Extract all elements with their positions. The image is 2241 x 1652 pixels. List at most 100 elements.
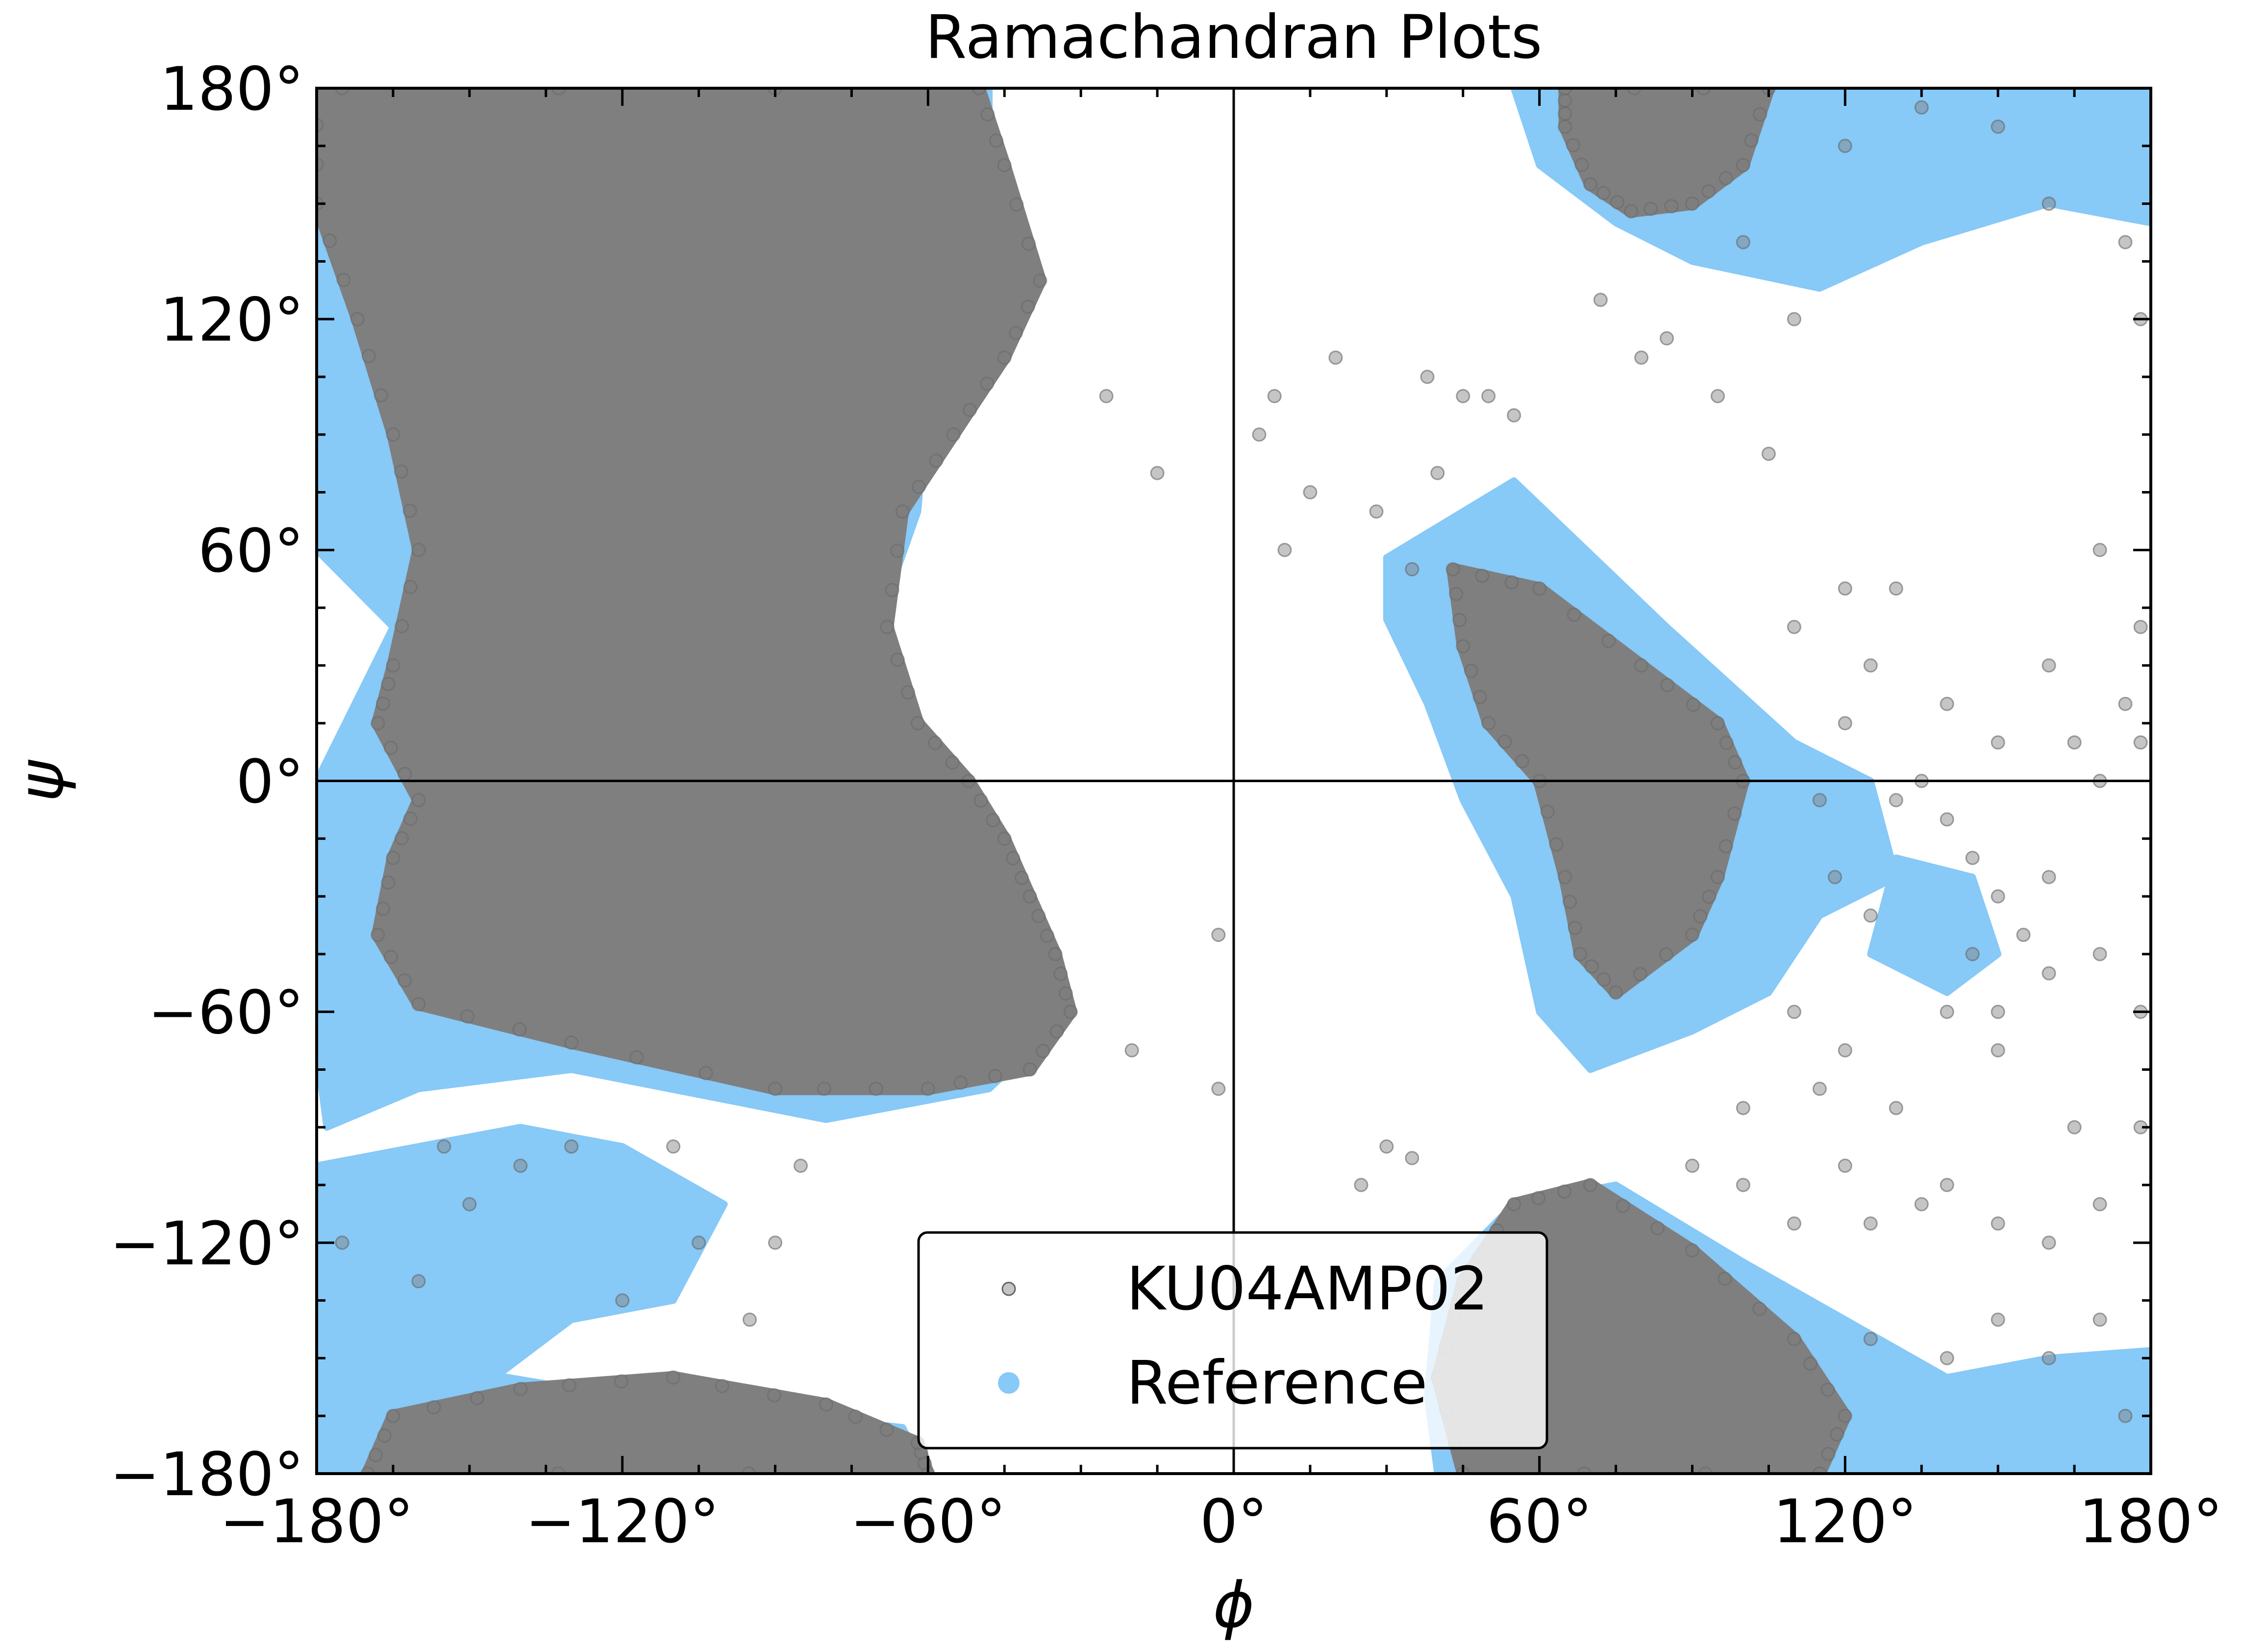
x-tick-label: −60°	[850, 1487, 1006, 1556]
ku04amp02-point	[1211, 928, 1226, 942]
ku04amp02-point	[2042, 197, 2056, 211]
ku04amp02-edge-point	[767, 1388, 781, 1403]
ku04amp02-point	[1812, 1082, 1827, 1096]
ku04amp02-edge-point	[1563, 894, 1577, 909]
ku04amp02-edge-point	[1634, 658, 1649, 673]
ku04amp02-point	[1761, 446, 1776, 461]
ku04amp02-edge-point	[1616, 1199, 1630, 1213]
ku04amp02-point	[1430, 466, 1445, 480]
x-tick-label: 60°	[1487, 1487, 1593, 1556]
ku04amp02-point	[1787, 312, 1801, 326]
ku04amp02-point	[2133, 619, 2148, 634]
ku04amp02-edge-point	[1643, 201, 1658, 216]
ku04amp02-edge-point	[1568, 921, 1582, 935]
ku04amp02-edge-point	[551, 1466, 566, 1474]
ku04amp02-edge-point	[350, 312, 365, 326]
ku04amp02-edge-point	[317, 118, 324, 132]
ku04amp02-edge-point	[980, 376, 995, 391]
ku04amp02-edge-point	[1021, 299, 1035, 314]
ku04amp02-edge-point	[1040, 928, 1055, 943]
ku04amp02-edge-point	[1830, 1427, 1844, 1442]
ku04amp02-point	[1267, 389, 1282, 403]
ku04amp02-point	[1914, 1197, 1929, 1211]
ku04amp02-point	[1787, 619, 1801, 634]
ku04amp02-point	[2067, 735, 2082, 750]
ku04amp02-edge-point	[371, 928, 385, 942]
ku04amp02-edge-point	[971, 88, 986, 96]
ku04amp02-edge-point	[1048, 947, 1063, 962]
ku04amp02-edge-point	[1452, 613, 1467, 627]
ku04amp02-edge-point	[890, 543, 905, 558]
ku04amp02-edge-point	[921, 1082, 935, 1096]
ku04amp02-edge-point	[973, 793, 988, 808]
ku04amp02-edge-point	[1531, 1191, 1546, 1206]
ku04amp02-edge-point	[1456, 639, 1470, 654]
ku04amp02-region-beta-alpha	[317, 88, 1077, 1095]
ku04amp02-point	[1991, 1216, 2005, 1231]
ku04amp02-edge-point	[513, 1381, 528, 1396]
ku04amp02-edge-point	[1633, 967, 1647, 982]
y-tick-label: −180°	[110, 1440, 304, 1509]
ku04amp02-edge-point	[381, 875, 396, 890]
ku04amp02-edge-point	[1053, 966, 1068, 981]
ku04amp02-point	[1099, 389, 1114, 403]
ku04amp02-edge-point	[1558, 870, 1572, 885]
ku04amp02-point	[2118, 696, 2133, 711]
ku04amp02-edge-point	[361, 349, 376, 364]
ku04amp02-region-top-right	[1558, 88, 1775, 218]
ku04amp02-edge-point	[614, 1374, 629, 1389]
ku04amp02-point	[1991, 735, 2005, 750]
ku04amp02-edge-point	[1031, 909, 1046, 923]
ku04amp02-point	[1940, 812, 1954, 827]
ku04amp02-edge-point	[1686, 697, 1701, 712]
ku04amp02-edge-point	[1659, 947, 1673, 962]
ku04amp02-edge-point	[1558, 120, 1572, 134]
ku04amp02-edge-point	[426, 1400, 441, 1415]
ku04amp02-edge-point	[411, 542, 426, 557]
ku04amp02-edge-point	[1006, 851, 1021, 865]
ku04amp02-point	[1965, 947, 1980, 962]
ku04amp02-edge-point	[1475, 568, 1490, 583]
ku04amp02-point	[1277, 542, 1292, 557]
ku04amp02-point	[411, 1274, 426, 1288]
chart-title: Ramachandran Plots	[925, 2, 1543, 72]
ku04amp02-edge-point	[1601, 634, 1616, 648]
x-tick-label: 0°	[1200, 1487, 1268, 1556]
ku04amp02-edge-point	[377, 1428, 392, 1443]
ku04amp02-edge-point	[929, 453, 944, 468]
ku04amp02-point	[2067, 1120, 2082, 1134]
ku04amp02-edge-point	[335, 88, 349, 96]
ku04amp02-edge-point	[1566, 138, 1580, 152]
ku04amp02-point	[1838, 1159, 1852, 1173]
ku04amp02-edge-point	[395, 619, 409, 634]
legend-box	[917, 1231, 1548, 1450]
ku04amp02-point	[2042, 658, 2056, 673]
ku04amp02-edge-point	[1744, 133, 1759, 148]
x-tick-label: −120°	[525, 1487, 720, 1556]
ku04amp02-edge-point	[1718, 171, 1733, 186]
ku04amp02-edge-point	[1693, 909, 1708, 924]
ku04amp02-point	[1940, 1178, 1954, 1192]
ku04amp02-edge-point	[1464, 664, 1478, 678]
ku04amp02-edge-point	[1574, 157, 1589, 172]
ku04amp02-point	[437, 1139, 451, 1154]
ku04amp02-edge-point	[885, 583, 899, 597]
ku04amp02-edge-point	[1685, 928, 1699, 942]
ku04amp02-edge-point	[1610, 195, 1624, 210]
ku04amp02-point	[2092, 542, 2107, 557]
ku04amp02-edge-point	[1022, 889, 1037, 904]
ku04amp02-point	[1991, 120, 2005, 134]
ku04amp02-edge-point	[946, 427, 961, 442]
ku04amp02-point	[1812, 793, 1827, 808]
ku04amp02-point	[1405, 1151, 1419, 1165]
ku04amp02-edge-point	[1664, 199, 1679, 214]
ku04amp02-edge-point	[1009, 197, 1024, 212]
ku04amp02-point	[1863, 658, 1878, 673]
ku04amp02-edge-point	[928, 736, 943, 750]
ku04amp02-edge-point	[1583, 1178, 1598, 1192]
ku04amp02-edge-point	[371, 716, 385, 731]
ku04amp02-edge-point	[1728, 755, 1743, 770]
ku04amp02-edge-point	[1727, 806, 1742, 821]
ku04amp02-edge-point	[1718, 1271, 1732, 1286]
